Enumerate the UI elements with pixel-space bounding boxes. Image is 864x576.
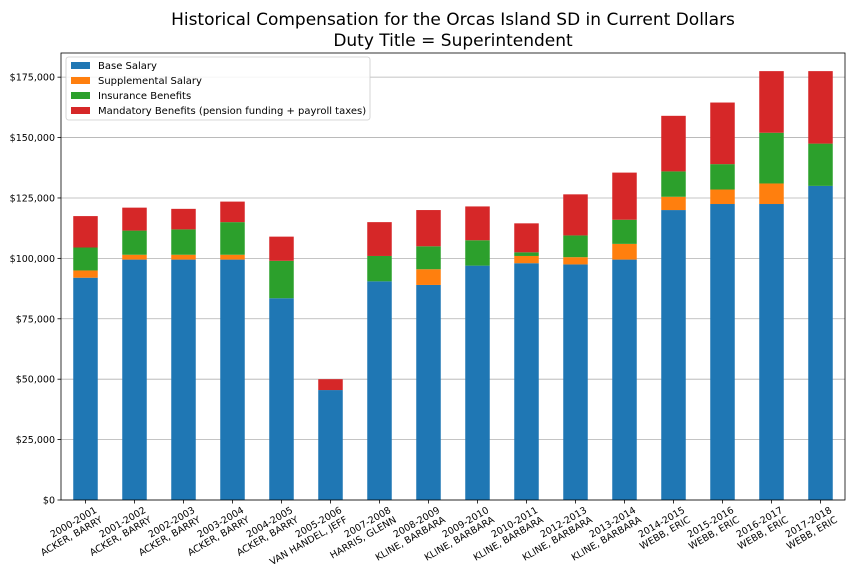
bar-segment-mandatory [759,71,784,133]
bar-segment-insurance [269,260,294,299]
legend-label: Supplemental Salary [98,76,202,87]
bar-segment-insurance [514,252,539,256]
bar-segment-supplemental [759,183,784,205]
x-tick-label: 2015-2016WEBB, ERIC [682,505,742,552]
x-tick-label: 2014-2015WEBB, ERIC [633,505,693,552]
y-axis-ticks: $0 $25,000 $50,000 $75,000 $100,000 $125,000 $… [10,73,61,507]
bar-segment-base [808,185,833,500]
y-tick-label: $25,000 [16,435,55,446]
bar-segment-supplemental [220,254,245,260]
bar-segment-mandatory [514,223,539,253]
bar-segment-insurance [661,171,686,197]
plot-frame [60,52,846,501]
bar-segment-supplemental [73,270,98,278]
bar-segment-insurance [612,219,637,244]
bar-segment-insurance [465,240,490,266]
bar-segment-base [269,298,294,500]
bar-segment-mandatory [220,201,245,223]
legend-swatch [71,62,90,69]
bar-segment-base [514,263,539,500]
bar-segment-base [122,259,147,500]
bar-segment-insurance [73,247,98,271]
legend-swatch [71,107,90,114]
bar-segment-supplemental [661,196,686,211]
bar-segment-supplemental [122,254,147,260]
bar-segment-supplemental [612,243,637,260]
bar-segment-base [759,204,784,500]
y-tick-label: $175,000 [10,73,55,84]
legend-label: Mandatory Benefits (pension funding + pa… [98,106,366,117]
bars [73,71,833,500]
y-tick-label: $75,000 [16,314,55,325]
bar-segment-insurance [710,164,735,190]
bar-segment-base [220,259,245,500]
bar-segment-base [367,281,392,500]
bar-segment-insurance [122,230,147,255]
legend-swatch [71,92,90,99]
bar-segment-mandatory [563,194,588,236]
bar-segment-supplemental [416,269,441,285]
chart-title: Historical Compensation for the Orcas Is… [171,10,735,30]
chart-subtitle: Duty Title = Superintendent [333,31,573,51]
bar-segment-base [563,264,588,500]
legend: Base Salary Supplemental Salary Insurance … [65,56,371,121]
bar-segment-mandatory [416,210,441,247]
bar-segment-insurance [367,255,392,282]
bar-segment-base [612,259,637,500]
bar-segment-mandatory [710,102,735,165]
x-tick-label: 2017-2018WEBB, ERIC [780,505,840,552]
legend-swatch [71,77,90,84]
bar-segment-insurance [759,132,784,184]
axes [60,52,846,501]
bar-segment-insurance [220,222,245,255]
bar-segment-mandatory [73,216,98,248]
bar-segment-base [416,284,441,500]
y-tick-label: $100,000 [10,254,55,265]
bar-segment-supplemental [514,255,539,264]
bar-segment-mandatory [465,206,490,241]
bar-segment-mandatory [612,172,637,220]
bar-segment-insurance [416,246,441,270]
legend-box [65,56,371,121]
bar-segment-supplemental [171,254,196,260]
bar-segment-insurance [808,143,833,186]
bar-segment-mandatory [661,115,686,172]
bar-segment-insurance [171,229,196,255]
bar-segment-base [465,265,490,500]
bar-segment-mandatory [269,236,294,261]
y-tick-label: $125,000 [10,193,55,204]
bar-segment-base [710,204,735,500]
bar-segment-mandatory [318,379,343,391]
bar-segment-mandatory [367,222,392,256]
y-tick-label: $150,000 [10,133,55,144]
x-tick-label: 2016-2017WEBB, ERIC [731,505,791,552]
bar-segment-base [171,259,196,500]
bar-segment-mandatory [171,208,196,230]
y-tick-label: $50,000 [16,375,55,386]
legend-label: Base Salary [98,61,157,72]
bar-segment-supplemental [563,257,588,265]
legend-label: Insurance Benefits [98,91,191,102]
bar-segment-base [73,277,98,500]
bar-segment-base [318,390,343,500]
bar-segment-insurance [563,235,588,258]
bar-segment-mandatory [122,207,147,231]
bar-segment-supplemental [710,189,735,205]
bar-segment-mandatory [808,71,833,144]
y-tick-label: $0 [43,496,55,507]
bar-segment-base [661,210,686,500]
